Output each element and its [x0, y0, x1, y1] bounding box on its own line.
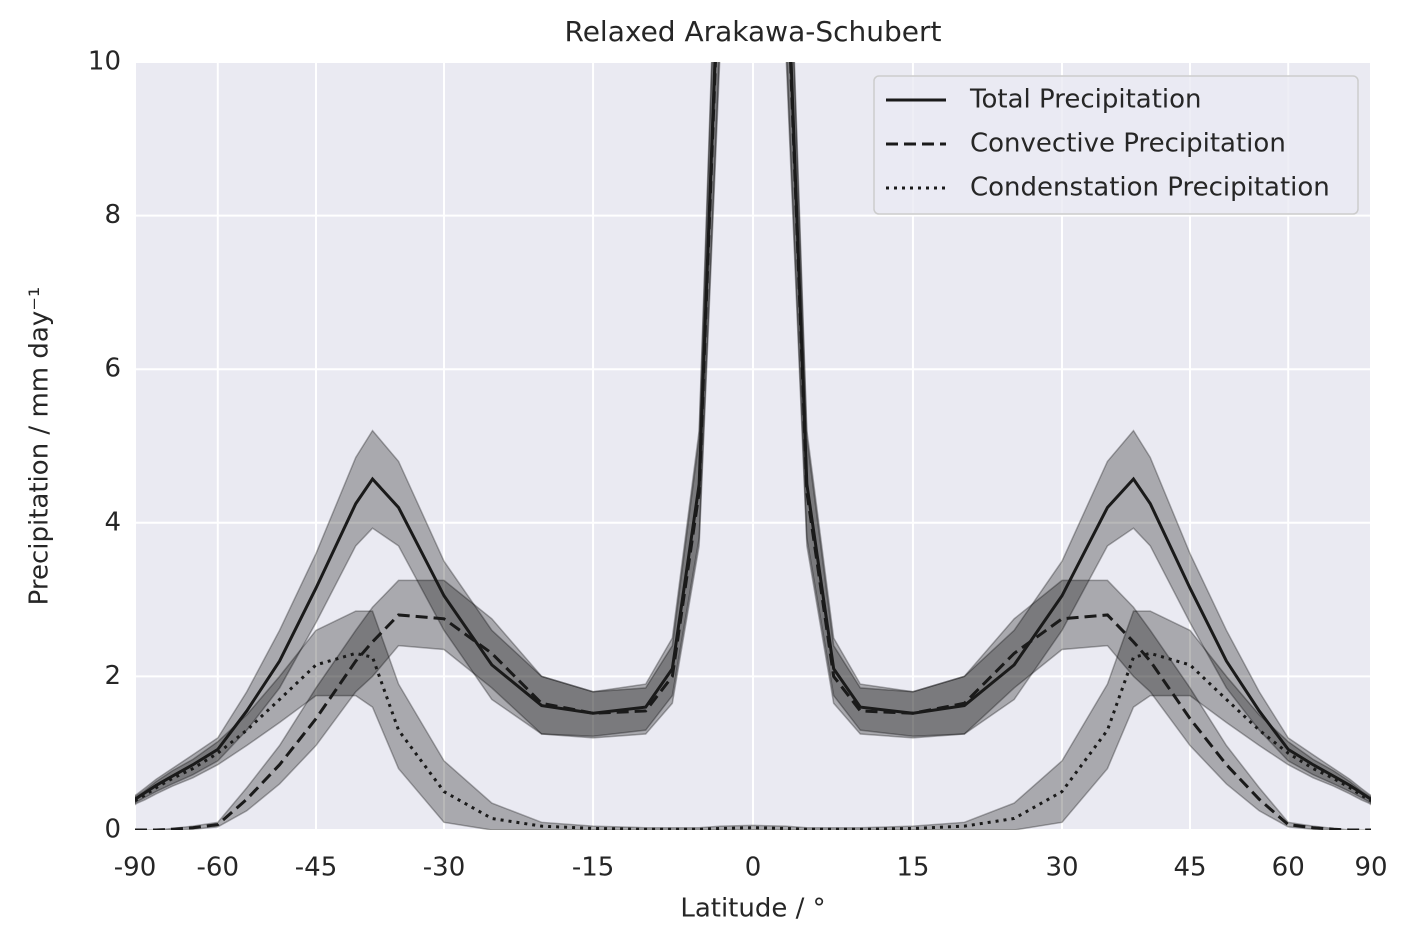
x-tick-label: 30	[1045, 853, 1078, 883]
series-line	[135, 62, 1371, 801]
y-tick-label: 0	[104, 815, 121, 845]
y-tick-label: 6	[104, 354, 121, 384]
y-tick-label: 8	[104, 200, 121, 230]
plot-area	[135, 62, 1371, 830]
legend-label: Total Precipitation	[969, 85, 1202, 115]
x-tick-label: -30	[423, 853, 465, 883]
y-tick-label: 2	[104, 661, 121, 691]
legend: Total Precipitation Convective Precipitat…	[873, 75, 1359, 215]
grid	[134, 61, 1372, 831]
uncertainty-band	[135, 610, 1371, 830]
x-axis-label: Latitude / °	[680, 894, 825, 924]
legend-box	[873, 75, 1359, 215]
y-tick-label: 10	[88, 47, 121, 77]
series-line	[135, 62, 1371, 830]
x-tick-label: -15	[572, 853, 614, 883]
chart-title: Relaxed Arakawa-Schubert	[565, 15, 942, 48]
legend-label: Condenstation Precipitation	[970, 173, 1330, 203]
x-tick-label: 60	[1272, 853, 1305, 883]
y-tick-label: 4	[104, 507, 121, 537]
uncertainty-band	[135, 62, 1371, 830]
x-tick-label: 15	[896, 853, 929, 883]
x-tick-label: -90	[114, 853, 156, 883]
x-tick-label: 90	[1354, 853, 1387, 883]
x-tick-label: -60	[197, 853, 239, 883]
legend-label: Convective Precipitation	[970, 129, 1286, 159]
x-tick-label: 0	[745, 853, 762, 883]
x-tick-label: -45	[295, 853, 337, 883]
y-axis-label: Precipitation / mm day⁻¹	[25, 287, 55, 606]
x-tick-label: 45	[1173, 853, 1206, 883]
